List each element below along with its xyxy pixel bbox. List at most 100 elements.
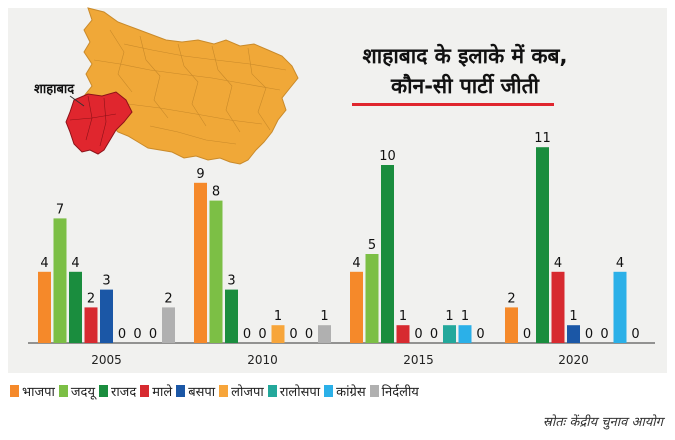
legend: भाजपा जदयू राजद माले बसपा लोजपा रालोसपा कांग्रे… [10, 380, 423, 402]
bar-2020-8 [613, 271, 627, 343]
bar-label-2010-6: 1 [274, 309, 282, 324]
legend-item-7: रालोसपा [267, 382, 321, 400]
legend-swatch [219, 385, 229, 397]
bar-2015-7 [443, 325, 456, 343]
bar-2015-1 [350, 271, 363, 343]
bars [38, 147, 627, 343]
region-district-borders [69, 95, 117, 147]
bar-2020-1 [505, 307, 518, 343]
legend-item-9: निर्दलीय [369, 382, 419, 400]
legend-swatch [267, 385, 277, 397]
map-label-leader [69, 95, 85, 107]
legend-item-4: माले [140, 382, 172, 400]
legend-item-6: लोजपा [219, 382, 264, 400]
category-label-2015: 2015 [403, 353, 434, 367]
legend-label: राजद [111, 385, 137, 400]
bar-label-2020-2: 0 [523, 327, 531, 342]
legend-swatch [58, 385, 68, 397]
bar-2015-2 [365, 254, 379, 343]
legend-label: निर्दलीय [381, 385, 419, 400]
bar-label-2010-4: 0 [243, 327, 251, 342]
bar-2010-6 [271, 325, 285, 343]
bar-label-2010-3: 3 [227, 274, 235, 289]
bar-label-2015-1: 4 [352, 256, 360, 271]
bar-label-2005-1: 4 [40, 256, 48, 271]
legend-swatch [176, 385, 186, 397]
bar-2020-4 [551, 271, 565, 343]
legend-swatch [324, 385, 334, 397]
bar-2005-4 [84, 307, 98, 343]
bar-label-2020-6: 0 [585, 327, 593, 342]
bar-label-2010-1: 9 [196, 167, 204, 182]
chart-title-line-1: शाहाबाद के इलाके में कब, [362, 44, 568, 68]
bar-label-2005-7: 0 [133, 327, 141, 342]
bar-2020-3 [536, 147, 549, 343]
category-label-2020: 2020 [558, 353, 589, 367]
chart-title-line-2: कौन-सी पार्टी जीती [390, 74, 539, 98]
category-labels: 2005 2010 2015 2020 [91, 353, 589, 367]
bar-label-2005-2: 7 [56, 202, 64, 217]
legend-label: बसपा [188, 385, 216, 400]
bar-2010-9 [318, 325, 331, 343]
bar-label-2015-9: 0 [476, 327, 484, 342]
bar-label-2020-9: 0 [631, 327, 639, 342]
map-label: शाहाबाद [34, 82, 75, 97]
bar-label-2010-9: 1 [320, 309, 328, 324]
bar-2005-1 [38, 271, 51, 343]
bar-label-2010-5: 0 [258, 327, 266, 342]
bar-label-2020-7: 0 [600, 327, 608, 342]
bar-label-2015-4: 1 [399, 309, 407, 324]
bar-label-2020-5: 1 [569, 309, 577, 324]
bar-label-2015-7: 1 [445, 309, 453, 324]
bar-label-2005-9: 2 [164, 291, 172, 306]
bar-label-2015-3: 10 [379, 149, 396, 164]
bihar-map: शाहाबाद [34, 7, 299, 165]
legend-item-1: भाजपा [10, 382, 55, 400]
bar-label-2015-2: 5 [368, 238, 376, 253]
legend-label: रालोसपा [279, 385, 321, 400]
bar-2010-1 [194, 182, 207, 343]
legend-label: कांग्रेस [336, 385, 366, 400]
bar-label-2015-6: 0 [430, 327, 438, 342]
legend-label: जदयू [70, 385, 95, 400]
legend-label: लोजपा [231, 385, 264, 400]
bihar-state-shape [83, 7, 299, 165]
bar-label-2005-8: 0 [149, 327, 157, 342]
bar-label-2005-6: 0 [118, 327, 126, 342]
bar-label-2010-2: 8 [212, 185, 220, 200]
bar-label-2010-7: 0 [289, 327, 297, 342]
bar-2010-2 [209, 200, 223, 343]
bar-2005-3 [69, 271, 82, 343]
bar-label-2005-5: 3 [102, 274, 110, 289]
bar-2020-5 [567, 325, 580, 343]
bar-label-2010-8: 0 [305, 327, 313, 342]
source-note: स्रोतः केंद्रीय चुनाव आयोग [542, 415, 663, 430]
legend-swatch [369, 385, 379, 397]
legend-item-3: राजद [99, 382, 136, 400]
legend-swatch [140, 385, 150, 397]
bar-2005-5 [100, 289, 113, 343]
bar-2015-3 [381, 165, 394, 343]
shahabad-region-shape [65, 91, 133, 155]
bar-label-2015-5: 0 [414, 327, 422, 342]
bar-label-2015-8: 1 [461, 309, 469, 324]
bar-label-2020-3: 11 [534, 131, 551, 146]
legend-item-2: जदयू [58, 382, 95, 400]
legend-label: भाजपा [22, 385, 55, 400]
legend-label: माले [152, 385, 173, 400]
category-label-2005: 2005 [91, 353, 122, 367]
legend-item-8: कांग्रेस [324, 382, 366, 400]
bar-2015-8 [458, 325, 472, 343]
legend-swatch [99, 385, 108, 397]
legend-item-5: बसपा [176, 382, 215, 400]
bar-label-2020-8: 4 [616, 256, 624, 271]
bar-2005-9 [162, 307, 175, 343]
bar-2015-4 [396, 325, 410, 343]
title-underline [352, 103, 554, 106]
bar-label-2020-1: 2 [507, 291, 515, 306]
bar-2005-2 [53, 218, 67, 343]
category-label-2010: 2010 [247, 353, 278, 367]
bar-label-2020-4: 4 [554, 256, 562, 271]
